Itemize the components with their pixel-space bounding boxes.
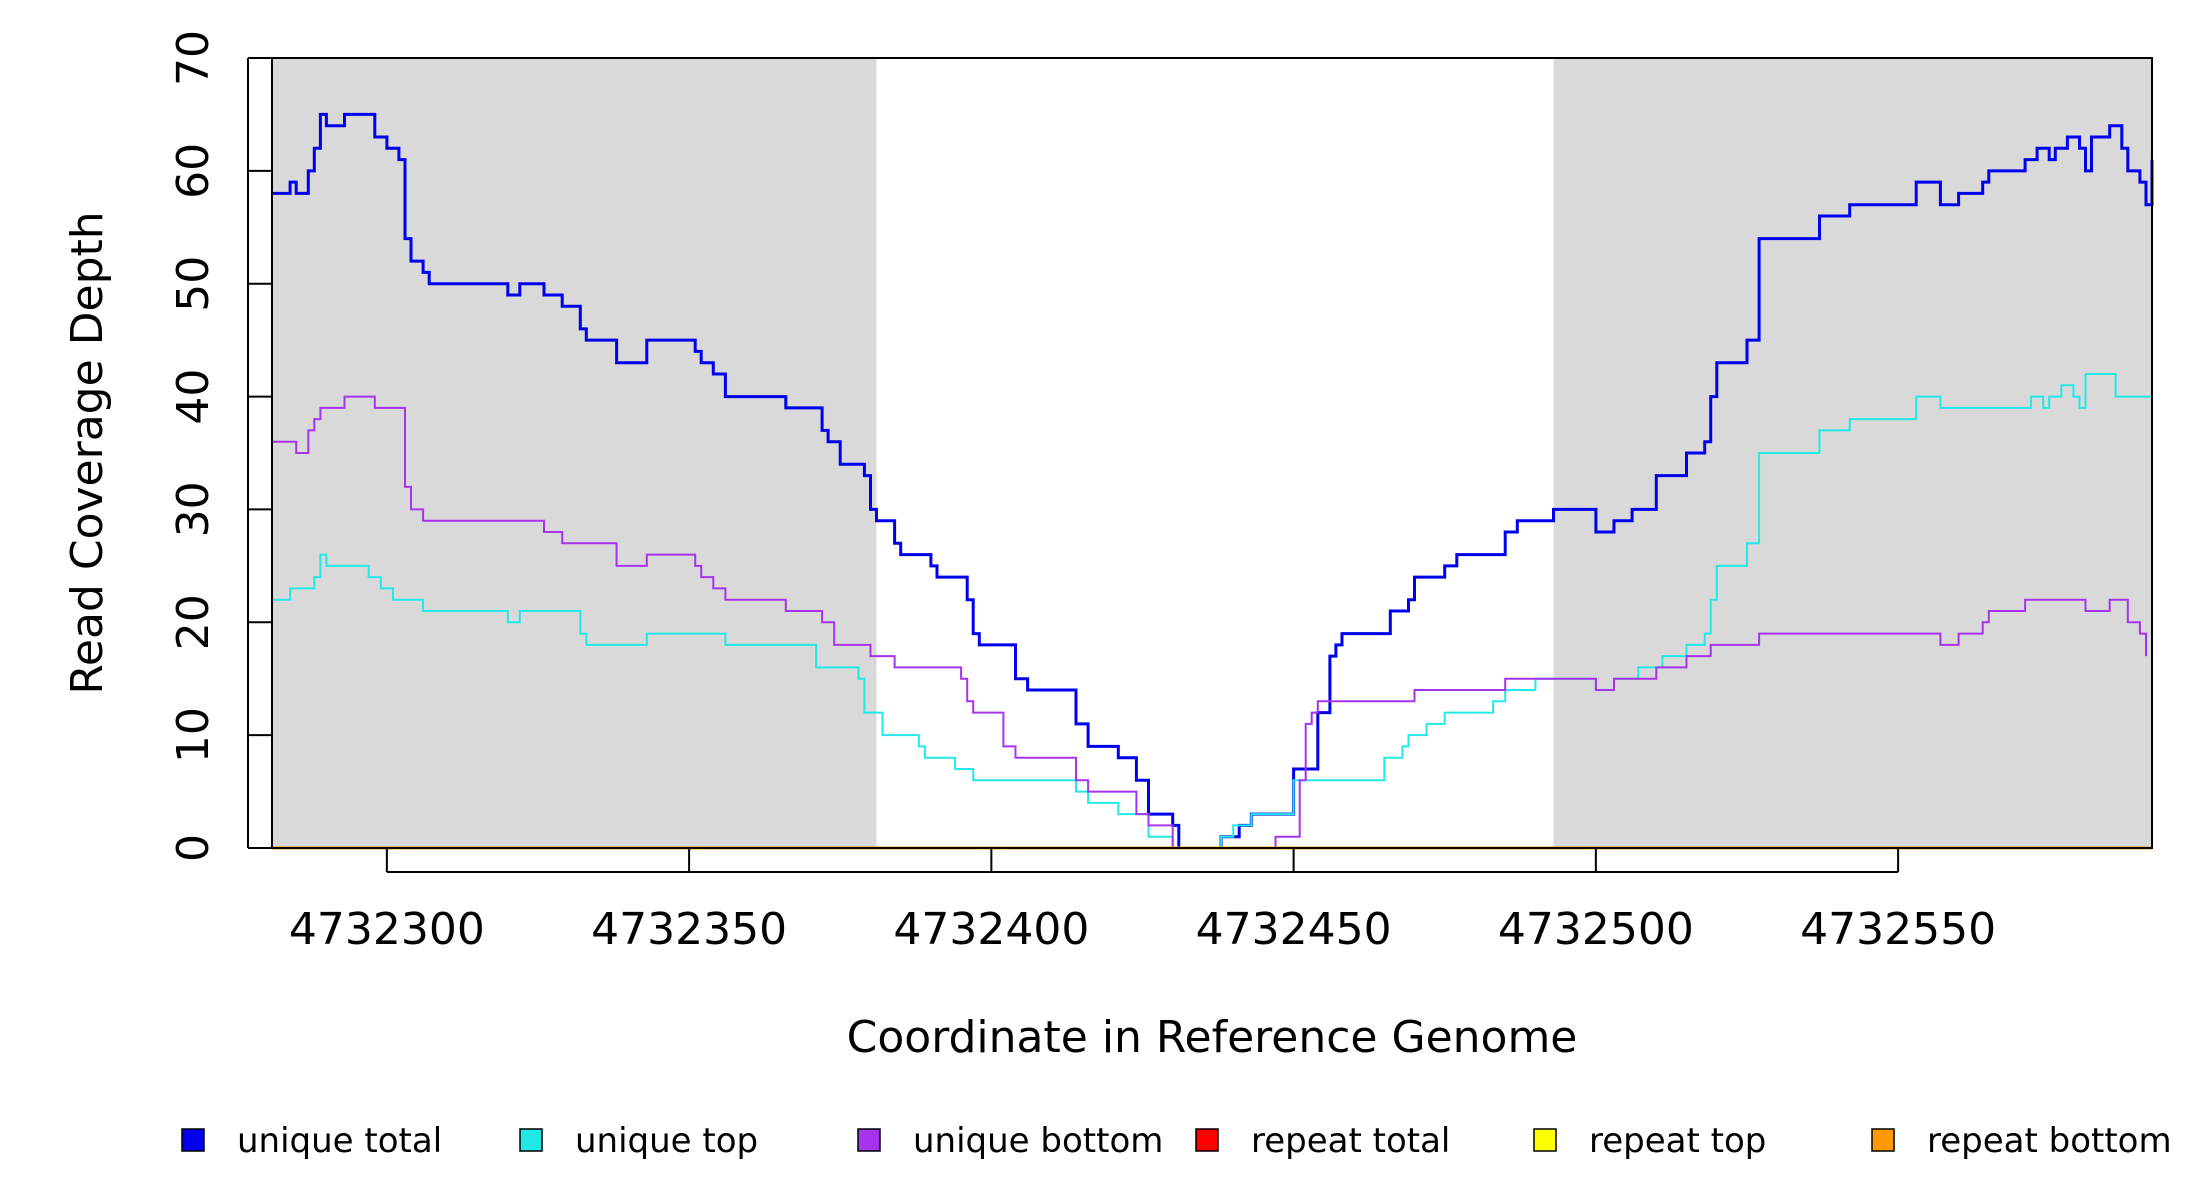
shaded-regions [272, 58, 2152, 848]
series-line-unique-bottom [272, 395, 2147, 849]
series-line-unique-top [272, 362, 2153, 849]
legend-label-repeat-top: repeat top [1589, 1121, 1766, 1161]
legend-swatch-repeat-top [1533, 1128, 1557, 1152]
y-tick-label-10: 10 [168, 707, 219, 763]
legend-label-unique-total: unique total [237, 1121, 442, 1161]
x-tick-label-4732450: 4732450 [1196, 904, 1392, 955]
x-axis: 4732300 4732350 4732400 4732450 4732500 47325… [289, 848, 1996, 955]
y-axis-label: Read Coverage Depth [62, 211, 113, 694]
y-tick-label-60: 60 [168, 143, 219, 199]
y-tick-label-20: 20 [168, 594, 219, 650]
x-tick-label-4732400: 4732400 [893, 904, 1089, 955]
x-tick-label-4732300: 4732300 [289, 904, 485, 955]
legend-label-repeat-total: repeat total [1251, 1121, 1450, 1161]
legend-label-unique-top: unique top [575, 1121, 758, 1161]
x-axis-label: Coordinate in Reference Genome [847, 1012, 1578, 1063]
legend-swatch-unique-total [181, 1128, 205, 1152]
y-axis: 0 10 20 30 40 50 60 70 [168, 30, 272, 862]
plot-frame [271, 57, 2153, 849]
legend-swatch-unique-top [519, 1128, 543, 1152]
shaded-region-2 [1553, 58, 2152, 848]
y-tick-label-70: 70 [168, 30, 219, 86]
x-tick-label-4732350: 4732350 [591, 904, 787, 955]
x-tick-label-4732500: 4732500 [1498, 904, 1694, 955]
y-tick-label-50: 50 [168, 256, 219, 312]
x-tick-label-4732550: 4732550 [1800, 904, 1996, 955]
y-tick-label-30: 30 [168, 481, 219, 537]
legend: unique total unique top unique bottom repea… [181, 1121, 2172, 1161]
legend-swatch-repeat-total [1195, 1128, 1219, 1152]
shaded-region-1 [272, 58, 877, 848]
legend-swatch-unique-bottom [857, 1128, 881, 1152]
legend-label-unique-bottom: unique bottom [913, 1121, 1163, 1161]
legend-label-repeat-bottom: repeat bottom [1927, 1121, 2172, 1161]
y-tick-label-0: 0 [168, 834, 219, 862]
y-tick-label-40: 40 [168, 369, 219, 425]
legend-swatch-repeat-bottom [1871, 1128, 1895, 1152]
